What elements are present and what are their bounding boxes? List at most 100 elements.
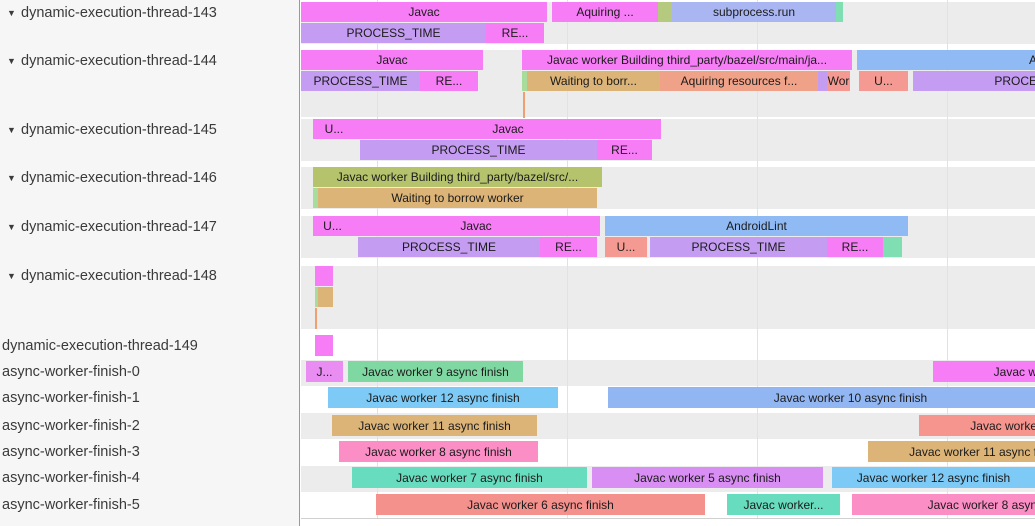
slice-u[interactable]: U... xyxy=(605,237,647,257)
slice-androidlint[interactable]: AndroidLint xyxy=(605,216,908,236)
slice-label: Javac worker 8 async finish xyxy=(365,444,512,459)
slice[interactable] xyxy=(315,335,333,356)
slice-javac[interactable]: Javac xyxy=(301,2,547,22)
slice[interactable] xyxy=(318,287,333,307)
slice-re[interactable]: RE... xyxy=(597,140,652,160)
slice-j[interactable]: J... xyxy=(306,361,343,382)
slice-javac[interactable]: Javac xyxy=(355,119,661,139)
slice-javac-worker-10-async-finish[interactable]: Javac worker 10 async finish xyxy=(608,387,1035,408)
slice-re[interactable]: RE... xyxy=(420,71,478,91)
slice-aquiring-resources-f[interactable]: Aquiring resources f... xyxy=(660,71,818,91)
slice-label: Wor xyxy=(827,74,850,88)
track-label-row[interactable]: ▼ dynamic-execution-thread-146 xyxy=(0,167,299,188)
slice-waiting-to-borr[interactable]: Waiting to borr... xyxy=(527,71,660,91)
slice-wor[interactable]: Wor xyxy=(827,71,850,91)
slice-javac-worker[interactable]: Javac worker... xyxy=(727,494,840,515)
instant-event-tick[interactable] xyxy=(523,92,525,118)
slice-label: RE... xyxy=(501,26,529,40)
slice-re[interactable]: RE... xyxy=(540,237,597,257)
slice-javac-worker-8-async-finish[interactable]: Javac worker 8 async finish xyxy=(339,441,538,462)
slice-process-time[interactable]: PROCESS_TIME xyxy=(301,71,420,91)
slice-process-time[interactable]: PROCESS_TIME xyxy=(301,23,486,43)
slice-javac-worker-5-async-finish[interactable]: Javac worker 5 async finish xyxy=(592,467,823,488)
slice-label: RE... xyxy=(611,143,638,157)
slice-u[interactable]: U... xyxy=(313,216,352,236)
slice-label: Javac worker Building third_party/bazel/… xyxy=(546,53,828,67)
track-label-row[interactable]: ▼ dynamic-execution-thread-145 xyxy=(0,119,299,140)
slice-process-time[interactable]: PROCESS_TIME xyxy=(358,237,540,257)
slice-aquiring[interactable]: Aquiring ... xyxy=(552,2,658,22)
slice-proce[interactable]: PROCE xyxy=(913,71,1035,91)
track-label: async-worker-finish-0 xyxy=(2,363,140,380)
instant-event-tick[interactable] xyxy=(315,308,317,329)
slice-label: U... xyxy=(324,122,344,136)
track-label-row[interactable]: ▼ dynamic-execution-thread-144 xyxy=(0,50,299,71)
slice-process-time[interactable]: PROCESS_TIME xyxy=(650,237,827,257)
slice-process-time[interactable]: PROCESS_TIME xyxy=(360,140,597,160)
collapse-arrow-icon[interactable]: ▼ xyxy=(7,270,16,281)
slice[interactable] xyxy=(313,188,318,208)
track-label: async-worker-finish-2 xyxy=(2,417,140,434)
slice-u[interactable]: U... xyxy=(313,119,355,139)
slice-label: Aquiring ... xyxy=(576,5,634,19)
collapse-arrow-icon[interactable]: ▼ xyxy=(7,172,16,183)
slice[interactable] xyxy=(315,266,333,286)
collapse-arrow-icon[interactable]: ▼ xyxy=(7,55,16,66)
track-label-row: async-worker-finish-0 xyxy=(0,361,299,382)
slice-javac-worker-8-asyn[interactable]: Javac worker 8 asyn xyxy=(852,494,1035,515)
slice[interactable] xyxy=(883,237,902,257)
time-gridline xyxy=(947,0,948,519)
slice-label: Javac worker 5 async finish xyxy=(634,470,781,485)
slice[interactable] xyxy=(522,71,527,91)
track-label-row: async-worker-finish-1 xyxy=(0,387,299,408)
slice-javac-worker-9-async-finish[interactable]: Javac worker 9 async finish xyxy=(348,361,523,382)
slice-label: PROCESS_TIME xyxy=(691,240,786,254)
slice-javac-worker-11-async-finish[interactable]: Javac worker 11 async finish xyxy=(332,415,537,436)
slice-javac-worker-12-async-finish[interactable]: Javac worker 12 async finish xyxy=(328,387,558,408)
slice-subprocess-run[interactable]: subprocess.run xyxy=(672,2,836,22)
slice-label: Javac worker 12 async finish xyxy=(856,470,1011,485)
slice-label: PROCESS_TIME xyxy=(313,74,408,88)
slice-javac[interactable]: Javac xyxy=(352,216,600,236)
collapse-arrow-icon[interactable]: ▼ xyxy=(7,7,16,18)
slice-waiting-to-borrow-worker[interactable]: Waiting to borrow worker xyxy=(318,188,597,208)
slice[interactable] xyxy=(836,2,843,22)
track-label-row[interactable]: ▼ dynamic-execution-thread-147 xyxy=(0,216,299,237)
slice-label: Javac worker 6 async finish xyxy=(467,497,614,512)
collapse-arrow-icon[interactable]: ▼ xyxy=(7,124,16,135)
slice-javac-worker-7-async-finish[interactable]: Javac worker 7 async finish xyxy=(352,467,587,488)
slice-javac-worker-11-async-f[interactable]: Javac worker 11 async f xyxy=(868,441,1035,462)
slice-label: RE... xyxy=(435,74,463,88)
slice-javac-worker-building-third-party-bazel-src-main-ja[interactable]: Javac worker Building third_party/bazel/… xyxy=(522,50,852,70)
slice-re[interactable]: RE... xyxy=(827,237,883,257)
slice[interactable] xyxy=(818,71,827,91)
slice-re[interactable]: RE... xyxy=(486,23,544,43)
slice-javac-worker-building-third-party-bazel-src[interactable]: Javac worker Building third_party/bazel/… xyxy=(313,167,602,187)
slice[interactable] xyxy=(658,2,672,22)
track-label: async-worker-finish-4 xyxy=(2,469,140,486)
slice-label: Javac worker 8 asyn xyxy=(927,497,1035,512)
track-label: dynamic-execution-thread-149 xyxy=(2,337,198,354)
slice-label: Javac worker 7 async finish xyxy=(396,470,543,485)
slice-javac-worker-12-async-finish[interactable]: Javac worker 12 async finish xyxy=(832,467,1035,488)
slice-javac-worker-6-async-finish[interactable]: Javac worker 6 async finish xyxy=(376,494,705,515)
slice-javac-w[interactable]: Javac w xyxy=(933,361,1035,382)
slice-javac[interactable]: Javac xyxy=(301,50,483,70)
track-label: dynamic-execution-thread-145 xyxy=(21,121,217,138)
track-label-row: async-worker-finish-3 xyxy=(0,441,299,462)
track-label-row[interactable]: ▼ dynamic-execution-thread-148 xyxy=(0,265,299,286)
slice-label: Javac xyxy=(492,122,524,136)
slice-javac-worke[interactable]: Javac worke xyxy=(919,415,1035,436)
slice[interactable] xyxy=(315,287,318,307)
slice-label: Javac xyxy=(376,53,408,67)
slice-u[interactable]: U... xyxy=(859,71,908,91)
time-gridline xyxy=(567,0,568,519)
slice-label: U... xyxy=(323,219,342,233)
collapse-arrow-icon[interactable]: ▼ xyxy=(7,221,16,232)
slice-a[interactable]: A xyxy=(857,50,1035,70)
track-label: dynamic-execution-thread-147 xyxy=(21,218,217,235)
track-label: async-worker-finish-3 xyxy=(2,443,140,460)
timeline: Javac Aquiring ... subprocess.run PROCESS_T… xyxy=(301,0,1035,526)
track-label-row[interactable]: ▼ dynamic-execution-thread-143 xyxy=(0,2,299,23)
track-label: dynamic-execution-thread-143 xyxy=(21,4,217,21)
